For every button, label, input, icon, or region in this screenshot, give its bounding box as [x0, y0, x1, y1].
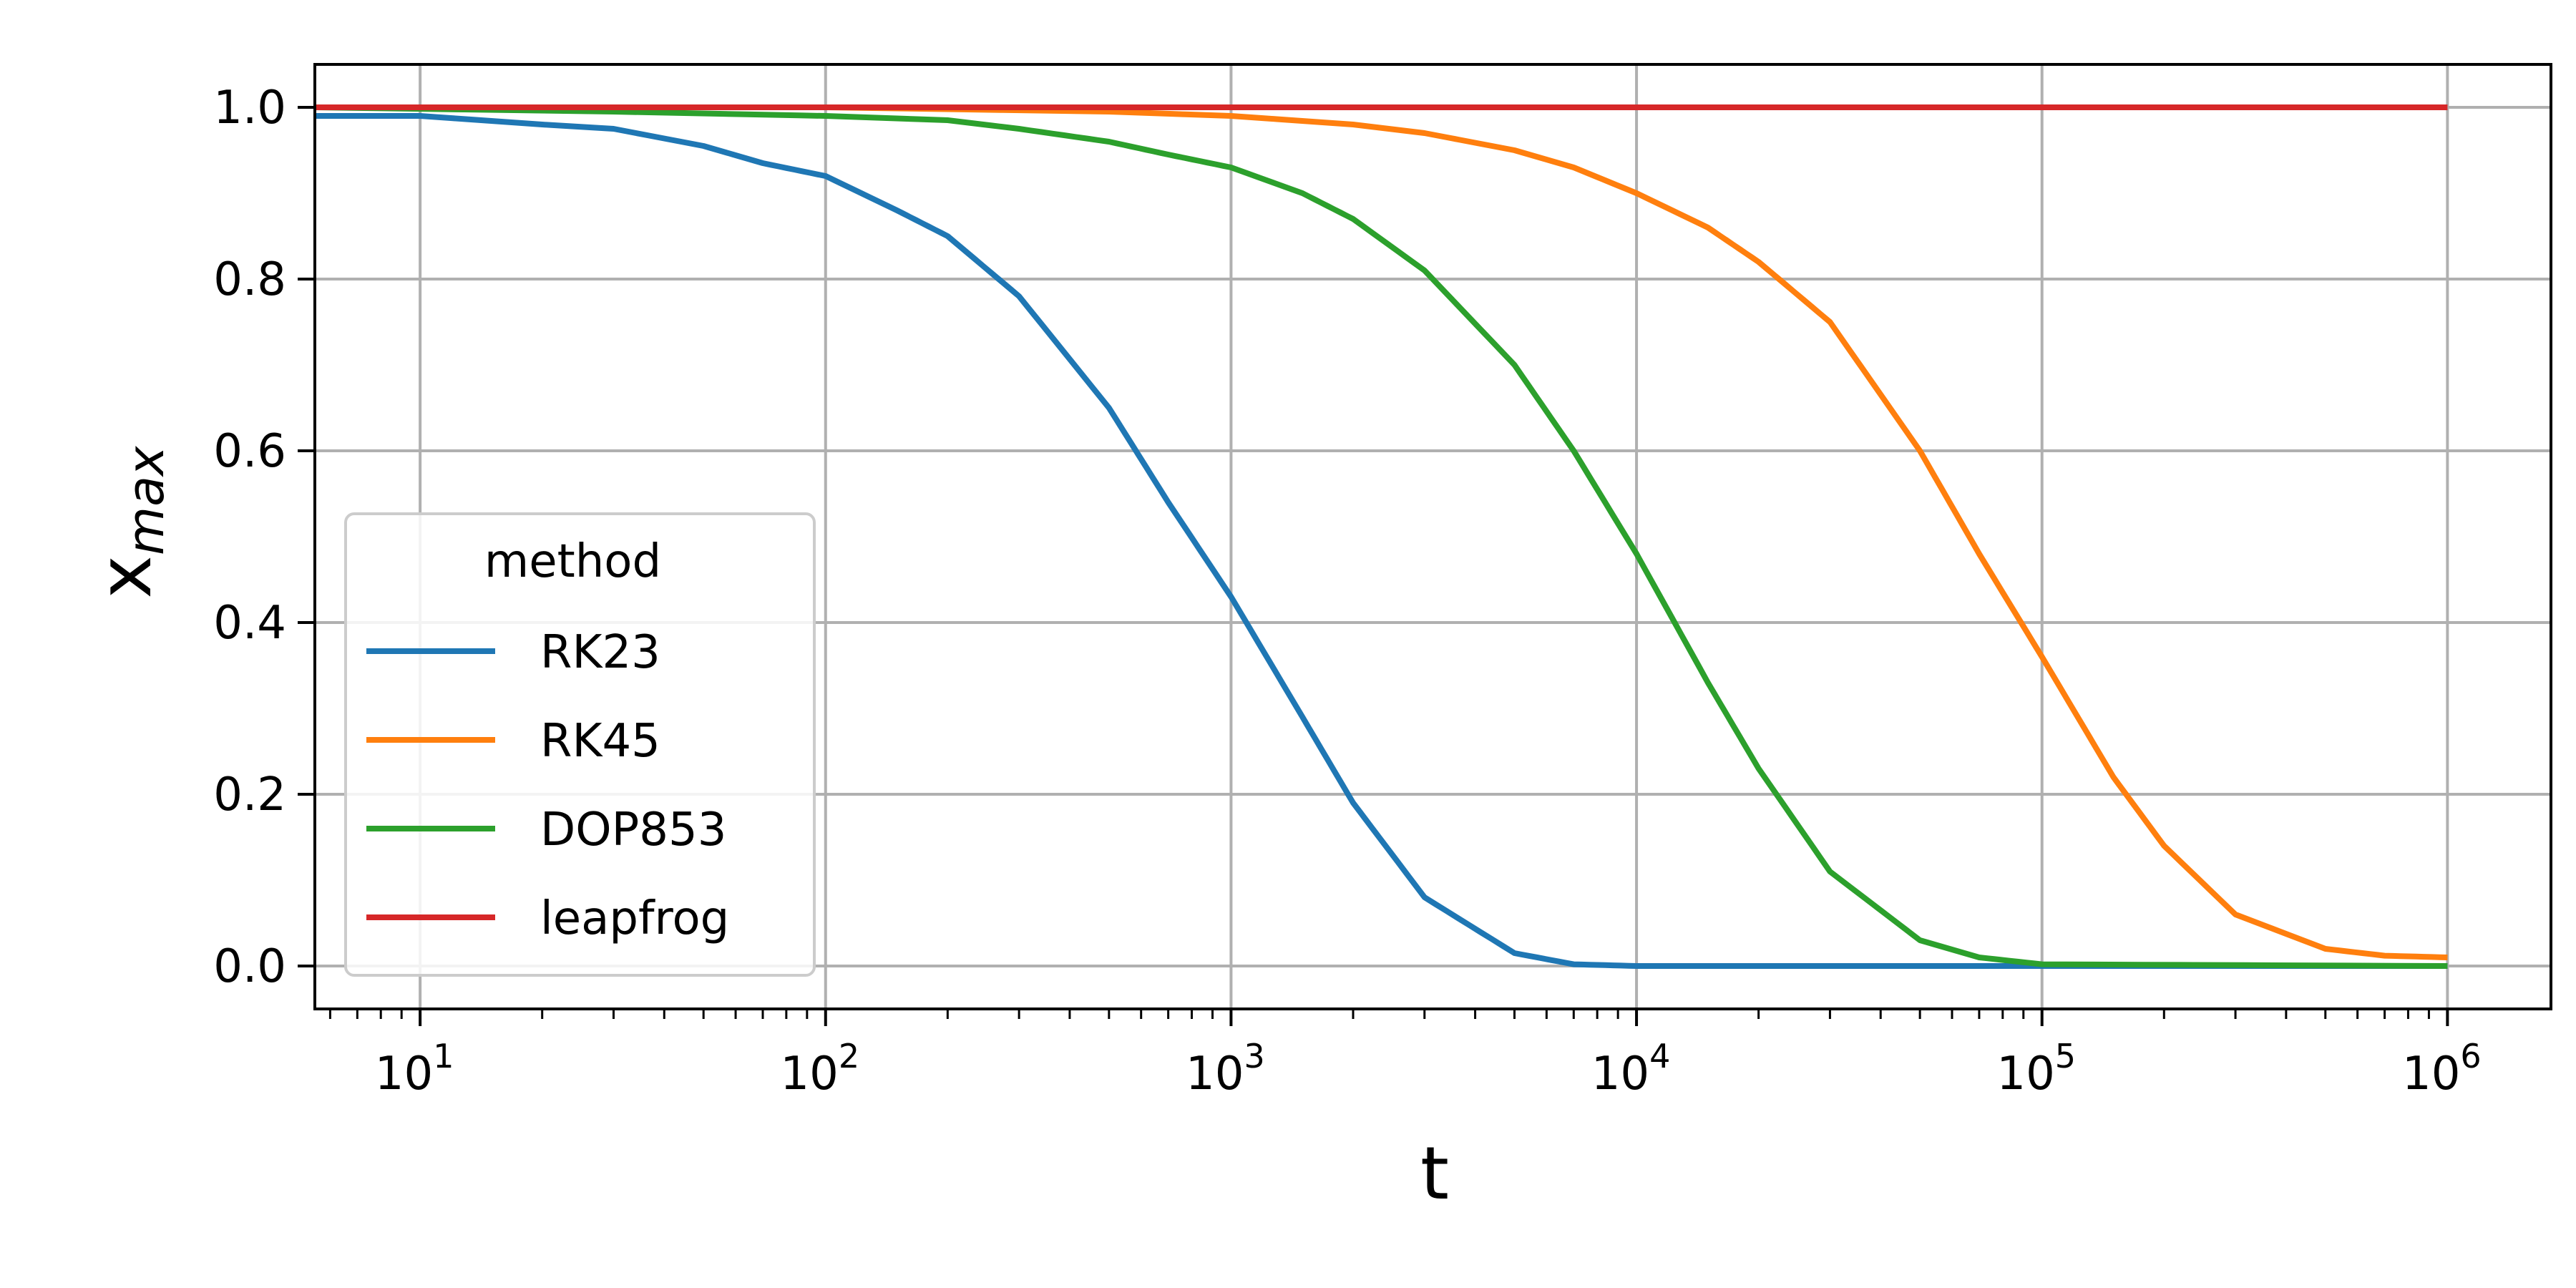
legend-title: method	[484, 535, 661, 588]
x-tick-label: 105	[1996, 1037, 2076, 1101]
y-axis-label: xmax	[83, 446, 175, 598]
y-tick-label: 0.4	[213, 597, 286, 650]
x-tick-label: 101	[375, 1037, 454, 1101]
y-tick-label: 0.0	[213, 940, 286, 993]
series-lines	[314, 104, 2448, 969]
tick-labels: 101 102 103 104 105 106 0.0 0.2 0.4 0.6 0.8 1.0	[213, 82, 2481, 1101]
x-tick-label: 104	[1591, 1037, 1671, 1101]
legend-label: RK23	[540, 626, 660, 679]
series-line-rk23	[315, 113, 2448, 969]
legend-label: RK45	[540, 715, 660, 768]
legend: method RK23 RK45 DOP853 leapfrog	[344, 512, 816, 977]
y-tick-label: 0.6	[213, 425, 286, 478]
y-tick-label: 1.0	[213, 82, 286, 135]
plot-frame	[313, 63, 2552, 1010]
y-axis-label-main: x	[83, 555, 168, 598]
y-tick-label: 0.8	[213, 253, 286, 306]
x-tick-label: 102	[780, 1037, 859, 1101]
y-axis-label-subscript: max	[117, 446, 175, 555]
x-tick-label: 106	[2402, 1037, 2482, 1101]
series-line-dop853	[314, 104, 2448, 969]
series-line-rk45	[315, 104, 2448, 960]
legend-box	[344, 512, 816, 977]
svg-text:xmax: xmax	[83, 446, 175, 598]
axis-ticks	[298, 106, 2449, 1026]
legend-label: DOP853	[540, 804, 726, 857]
x-axis-label: t	[1420, 1131, 1449, 1216]
legend-label: leapfrog	[540, 892, 729, 945]
y-tick-label: 0.2	[213, 769, 286, 821]
x-tick-label: 103	[1186, 1037, 1265, 1101]
